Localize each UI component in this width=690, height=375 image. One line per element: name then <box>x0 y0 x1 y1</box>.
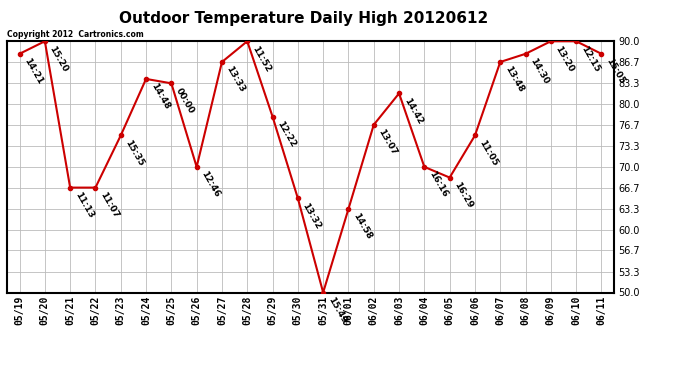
Text: 14:58: 14:58 <box>351 212 373 241</box>
Text: 16:29: 16:29 <box>453 180 475 210</box>
Text: 11:13: 11:13 <box>73 190 95 220</box>
Text: 15:05: 15:05 <box>604 57 627 86</box>
Text: 12:15: 12:15 <box>579 44 601 74</box>
Text: 13:48: 13:48 <box>503 65 525 94</box>
Text: 16:16: 16:16 <box>427 170 449 199</box>
Text: 12:46: 12:46 <box>199 170 221 199</box>
Text: 14:42: 14:42 <box>402 96 424 126</box>
Text: 11:05: 11:05 <box>477 138 500 167</box>
Text: 13:07: 13:07 <box>377 128 399 157</box>
Text: 13:20: 13:20 <box>553 44 575 73</box>
Text: 00:00: 00:00 <box>174 86 196 115</box>
Text: 11:52: 11:52 <box>250 44 272 74</box>
Text: Outdoor Temperature Daily High 20120612: Outdoor Temperature Daily High 20120612 <box>119 11 489 26</box>
Text: 11:07: 11:07 <box>98 190 120 220</box>
Text: 13:33: 13:33 <box>225 65 247 94</box>
Text: 15:35: 15:35 <box>124 138 146 168</box>
Text: 13:32: 13:32 <box>301 201 323 230</box>
Text: 14:30: 14:30 <box>529 57 551 86</box>
Text: Copyright 2012  Cartronics.com: Copyright 2012 Cartronics.com <box>7 30 144 39</box>
Text: 14:48: 14:48 <box>149 82 171 111</box>
Text: 14:21: 14:21 <box>22 57 44 86</box>
Text: 12:22: 12:22 <box>275 119 297 149</box>
Text: 15:20: 15:20 <box>48 44 70 73</box>
Text: 15:49: 15:49 <box>326 295 348 325</box>
